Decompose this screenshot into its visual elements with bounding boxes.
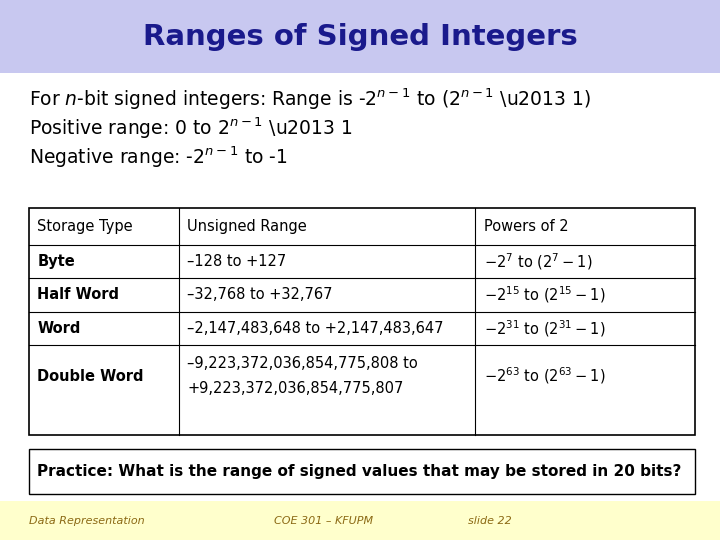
Text: –9,223,372,036,854,775,808 to: –9,223,372,036,854,775,808 to [187, 356, 418, 371]
Text: +9,223,372,036,854,775,807: +9,223,372,036,854,775,807 [187, 381, 404, 396]
Text: Double Word: Double Word [37, 369, 144, 383]
Text: Unsigned Range: Unsigned Range [187, 219, 307, 234]
Text: slide 22: slide 22 [468, 516, 512, 525]
Text: Storage Type: Storage Type [37, 219, 133, 234]
Text: –128 to +127: –128 to +127 [187, 254, 287, 269]
Text: $-2^{63}$ to $(2^{63} - 1)$: $-2^{63}$ to $(2^{63} - 1)$ [484, 366, 605, 387]
Text: Powers of 2: Powers of 2 [484, 219, 568, 234]
Text: $-2^{31}$ to $(2^{31} - 1)$: $-2^{31}$ to $(2^{31} - 1)$ [484, 318, 605, 339]
Text: $-2^{15}$ to $(2^{15} - 1)$: $-2^{15}$ to $(2^{15} - 1)$ [484, 285, 605, 305]
Text: COE 301 – KFUPM: COE 301 – KFUPM [274, 516, 373, 525]
Text: For $\mathit{n}$-bit signed integers: Range is -2$^{n-1}$ to (2$^{n-1}$ \u2013 1: For $\mathit{n}$-bit signed integers: Ra… [29, 86, 591, 112]
Text: Word: Word [37, 321, 81, 336]
Text: $-2^7$ to $(2^7 - 1)$: $-2^7$ to $(2^7 - 1)$ [484, 251, 592, 272]
Text: Ranges of Signed Integers: Ranges of Signed Integers [143, 23, 577, 51]
Text: –2,147,483,648 to +2,147,483,647: –2,147,483,648 to +2,147,483,647 [187, 321, 444, 336]
Text: Positive range: 0 to 2$^{n-1}$ \u2013 1: Positive range: 0 to 2$^{n-1}$ \u2013 1 [29, 116, 353, 141]
Text: Data Representation: Data Representation [29, 516, 145, 525]
Text: Byte: Byte [37, 254, 75, 269]
Text: –32,768 to +32,767: –32,768 to +32,767 [187, 287, 333, 302]
Text: Half Word: Half Word [37, 287, 120, 302]
FancyBboxPatch shape [0, 501, 720, 540]
FancyBboxPatch shape [0, 0, 720, 73]
Text: Practice: What is the range of signed values that may be stored in 20 bits?: Practice: What is the range of signed va… [37, 464, 682, 479]
Text: Negative range: -2$^{n-1}$ to -1: Negative range: -2$^{n-1}$ to -1 [29, 145, 287, 171]
